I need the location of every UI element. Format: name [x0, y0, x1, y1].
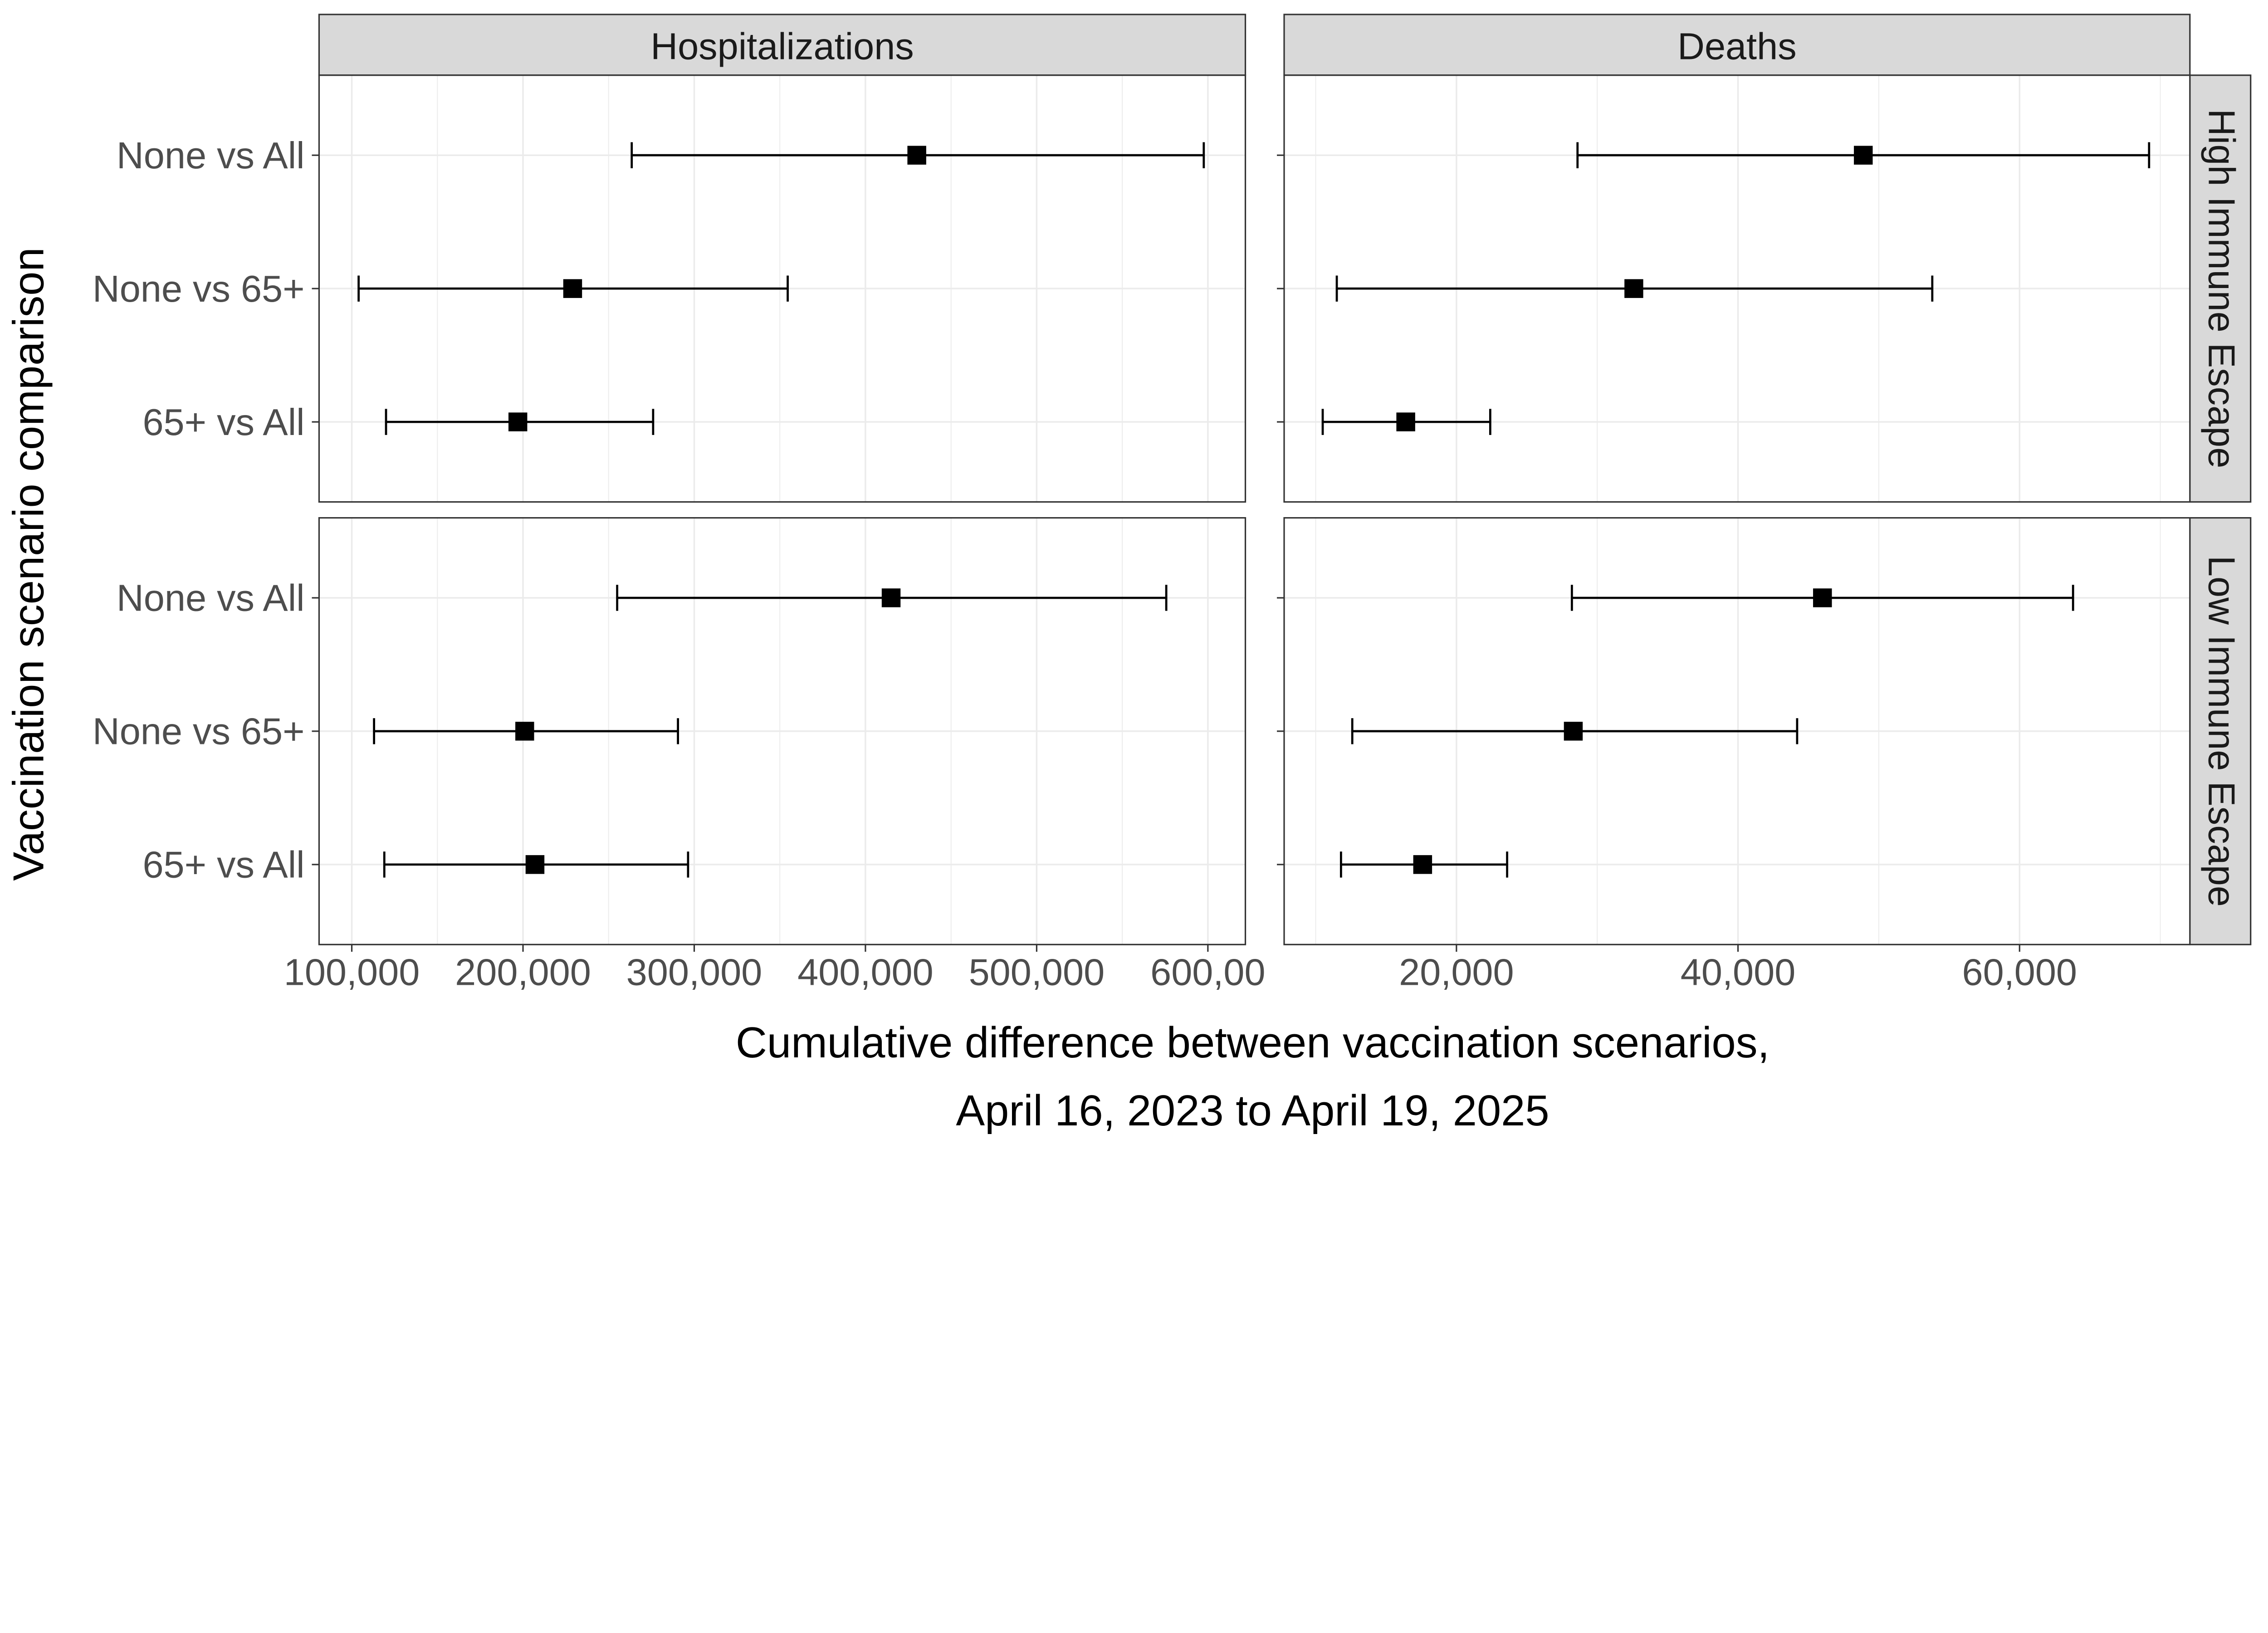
column-strip-label: Hospitalizations: [650, 25, 914, 68]
panel-border: [1283, 517, 2191, 945]
y-tick-label: None vs All: [117, 577, 305, 619]
x-tick-label: 100,000: [284, 951, 420, 993]
panel-border: [1283, 74, 2191, 503]
x-tick-label: 20,000: [1399, 951, 1514, 993]
x-tick-label: 300,000: [626, 951, 763, 993]
column-strip: [318, 14, 1246, 76]
y-tick-label: None vs 65+: [93, 268, 305, 310]
point-estimate: [1813, 588, 1832, 607]
x-axis-title-line-2: April 16, 2023 to April 19, 2025: [956, 1086, 1549, 1134]
point-estimate: [1564, 722, 1583, 741]
y-tick-label: None vs All: [117, 134, 305, 176]
row-strip: [2189, 74, 2252, 503]
faceted-errorbar-chart: Vaccination scenario comparison Cumulati…: [5, 14, 2252, 1134]
panel-border: [318, 517, 1246, 945]
x-tick-label: 40,000: [1681, 951, 1796, 993]
point-estimate: [508, 412, 528, 431]
point-estimate: [525, 855, 545, 874]
column-strip: [1283, 14, 2191, 76]
x-tick-label: 400,000: [797, 951, 934, 993]
point-estimate: [1396, 412, 1415, 431]
y-tick-label: 65+ vs All: [142, 844, 304, 886]
point-estimate: [1854, 146, 1873, 165]
point-estimate: [1413, 855, 1432, 874]
row-strip: [2189, 517, 2252, 945]
y-tick-label: None vs 65+: [93, 710, 305, 753]
point-estimate: [907, 146, 926, 165]
y-tick-label: 65+ vs All: [142, 401, 304, 443]
y-axis-title: Vaccination scenario comparison: [5, 247, 53, 881]
row-strip-label: High Immune Escape: [2200, 109, 2243, 468]
x-tick-label: 200,000: [455, 951, 591, 993]
point-estimate: [881, 588, 901, 607]
x-tick-label: 600,00: [1150, 951, 1266, 993]
row-strip-label: Low Immune Escape: [2200, 556, 2243, 907]
x-tick-label: 500,000: [969, 951, 1105, 993]
point-estimate: [515, 722, 534, 741]
point-estimate: [1624, 279, 1643, 298]
panel-border: [318, 74, 1246, 503]
column-strip-label: Deaths: [1677, 25, 1797, 68]
point-estimate: [563, 279, 582, 298]
x-tick-label: 60,000: [1962, 951, 2077, 993]
x-axis-title-line-1: Cumulative difference between vaccinatio…: [736, 1018, 1769, 1067]
